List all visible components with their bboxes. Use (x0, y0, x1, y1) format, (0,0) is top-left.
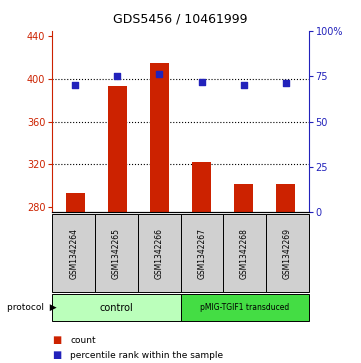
Bar (234, 184, 253, 212)
Text: GDS5456 / 10461999: GDS5456 / 10461999 (113, 13, 248, 26)
Text: ■: ■ (52, 350, 62, 360)
Text: GSM1342269: GSM1342269 (283, 228, 292, 279)
Text: GSM1342267: GSM1342267 (197, 228, 206, 279)
Bar (66, 193, 85, 212)
Text: count: count (70, 336, 96, 345)
Text: pMIG-TGIF1 transduced: pMIG-TGIF1 transduced (200, 303, 289, 312)
Text: GSM1342264: GSM1342264 (69, 228, 78, 279)
Point (241, 82, 247, 88)
Text: control: control (100, 303, 133, 313)
Text: ■: ■ (52, 335, 62, 346)
Bar (192, 162, 211, 212)
Point (157, 72, 162, 77)
Point (199, 79, 204, 85)
Point (114, 73, 120, 79)
Bar (276, 184, 295, 212)
Text: protocol  ▶: protocol ▶ (7, 303, 57, 312)
Text: percentile rank within the sample: percentile rank within the sample (70, 351, 223, 359)
Text: GSM1342265: GSM1342265 (112, 228, 121, 279)
Point (73, 82, 78, 88)
Text: GSM1342266: GSM1342266 (155, 228, 164, 279)
Bar (108, 86, 127, 212)
Bar (150, 63, 169, 212)
Point (283, 81, 288, 86)
Text: GSM1342268: GSM1342268 (240, 228, 249, 279)
